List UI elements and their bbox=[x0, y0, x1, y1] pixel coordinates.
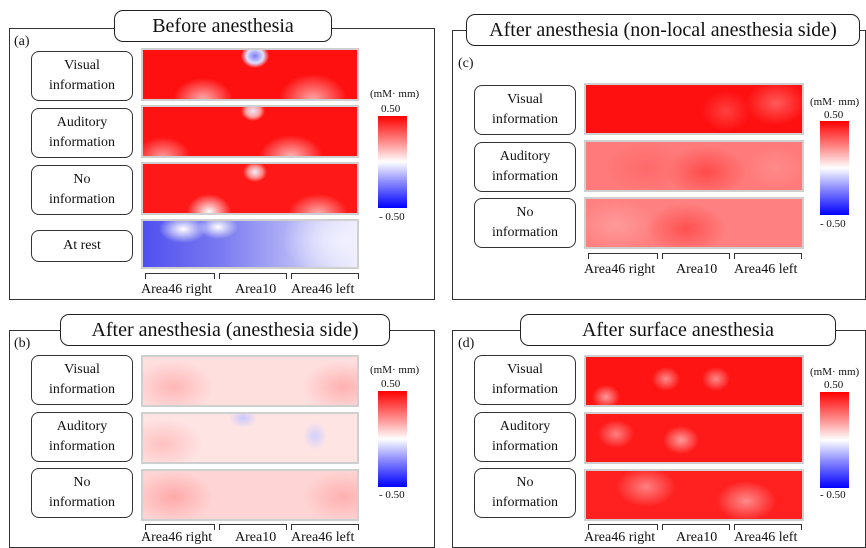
row-label-c-1: Visual information bbox=[474, 85, 576, 135]
heatmap-b-noinfo bbox=[141, 469, 359, 521]
bracket-d-2 bbox=[662, 524, 730, 530]
colorbar-c-min: - 0.50 bbox=[820, 218, 846, 230]
bracket-d-1 bbox=[588, 524, 658, 530]
area-label-c-3: Area46 left bbox=[734, 262, 798, 277]
panel-a-title: Before anesthesia bbox=[114, 10, 332, 42]
colorbar-d-min: - 0.50 bbox=[820, 489, 846, 501]
row-label-a-2: Auditory information bbox=[31, 108, 133, 158]
bracket-b-3 bbox=[291, 524, 359, 530]
heatmap-c-auditory bbox=[584, 140, 804, 192]
bracket-a-2 bbox=[219, 273, 287, 279]
bracket-c-3 bbox=[734, 253, 802, 259]
row-label-c-2: Auditory information bbox=[474, 142, 576, 192]
colorbar-b-max: 0.50 bbox=[381, 378, 401, 390]
colorbar-d bbox=[820, 392, 849, 488]
bracket-b-2 bbox=[219, 524, 287, 530]
colorbar-c-unit: (mM· mm) bbox=[810, 96, 860, 108]
area-label-a-3: Area46 left bbox=[291, 282, 355, 297]
colorbar-d-max: 0.50 bbox=[824, 379, 844, 391]
heatmap-d-auditory bbox=[584, 412, 804, 464]
row-label-b-1: Visual information bbox=[31, 355, 133, 405]
row-label-b-2: Auditory information bbox=[31, 412, 133, 462]
colorbar-a-unit: (mM· mm) bbox=[370, 88, 420, 100]
heatmap-a-auditory bbox=[141, 105, 359, 158]
heatmap-c-noinfo bbox=[584, 197, 804, 249]
heatmap-d-noinfo bbox=[584, 469, 804, 521]
row-label-a-1: Visual information bbox=[31, 51, 133, 101]
bracket-c-2 bbox=[662, 253, 730, 259]
area-label-b-3: Area46 left bbox=[291, 530, 355, 545]
panel-c-letter: (c) bbox=[458, 56, 474, 71]
heatmap-c-visual bbox=[584, 83, 804, 135]
panel-b-title: After anesthesia (anesthesia side) bbox=[60, 314, 390, 346]
heatmap-a-visual bbox=[141, 48, 359, 101]
bracket-a-3 bbox=[291, 273, 359, 279]
row-label-c-3: No information bbox=[474, 198, 576, 248]
panel-d-title: After surface anesthesia bbox=[520, 314, 836, 346]
heatmap-b-visual bbox=[141, 355, 359, 407]
row-label-d-1: Visual information bbox=[474, 355, 576, 405]
colorbar-b bbox=[378, 391, 407, 487]
area-label-d-1: Area46 right bbox=[584, 530, 656, 545]
area-label-d-2: Area10 bbox=[676, 530, 718, 545]
area-label-a-2: Area10 bbox=[235, 282, 277, 297]
bracket-d-3 bbox=[734, 524, 802, 530]
colorbar-a-max: 0.50 bbox=[381, 103, 401, 115]
colorbar-c-max: 0.50 bbox=[824, 109, 844, 121]
heatmap-a-rest bbox=[141, 219, 359, 269]
panel-b-letter: (b) bbox=[14, 336, 31, 351]
row-label-d-3: No information bbox=[474, 468, 576, 518]
colorbar-c bbox=[820, 121, 849, 215]
colorbar-d-unit: (mM· mm) bbox=[810, 366, 860, 378]
area-label-c-1: Area46 right bbox=[584, 262, 656, 277]
row-label-b-3: No information bbox=[31, 468, 133, 518]
bracket-a-1 bbox=[145, 273, 215, 279]
row-label-d-2: Auditory information bbox=[474, 412, 576, 462]
area-label-d-3: Area46 left bbox=[734, 530, 798, 545]
colorbar-a-min: - 0.50 bbox=[379, 211, 405, 223]
panel-a-letter: (a) bbox=[14, 34, 30, 49]
heatmap-b-auditory bbox=[141, 412, 359, 464]
colorbar-b-min: - 0.50 bbox=[379, 489, 405, 501]
row-label-a-4: At rest bbox=[31, 230, 133, 262]
bracket-b-1 bbox=[145, 524, 215, 530]
row-label-a-3: No information bbox=[31, 165, 133, 215]
area-label-b-2: Area10 bbox=[235, 530, 277, 545]
panel-c-title: After anesthesia (non-local anesthesia s… bbox=[466, 14, 860, 46]
colorbar-a bbox=[378, 116, 407, 208]
bracket-c-1 bbox=[588, 253, 658, 259]
panel-d-letter: (d) bbox=[458, 336, 475, 351]
area-label-b-1: Area46 right bbox=[141, 530, 213, 545]
heatmap-d-visual bbox=[584, 355, 804, 407]
colorbar-b-unit: (mM· mm) bbox=[370, 364, 420, 376]
heatmap-a-noinfo bbox=[141, 162, 359, 215]
area-label-a-1: Area46 right bbox=[141, 282, 213, 297]
area-label-c-2: Area10 bbox=[676, 262, 718, 277]
